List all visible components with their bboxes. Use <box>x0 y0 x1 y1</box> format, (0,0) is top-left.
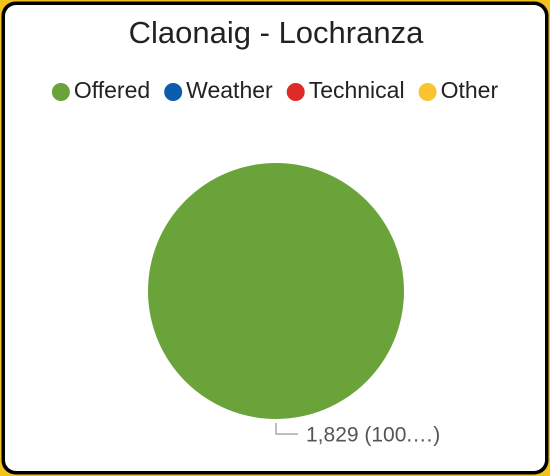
legend-label: Technical <box>309 77 405 103</box>
leader-line <box>275 423 298 435</box>
chart-title: Claonaig - Lochranza <box>129 15 424 50</box>
legend-swatch <box>286 83 305 101</box>
legend-swatch <box>51 83 70 101</box>
legend-label: Other <box>441 77 499 103</box>
legend-swatch <box>164 83 183 101</box>
data-label: 1,829 (100.…) <box>306 424 440 447</box>
legend-swatch <box>418 83 437 101</box>
legend-label: Weather <box>186 77 273 103</box>
legend-label: Offered <box>74 77 150 103</box>
pie-slice <box>148 163 404 419</box>
